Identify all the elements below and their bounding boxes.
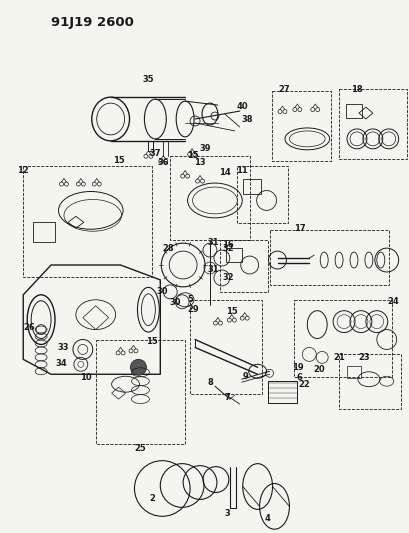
Text: 33: 33: [57, 343, 69, 352]
Text: 2: 2: [149, 494, 155, 503]
Text: 24: 24: [387, 297, 399, 306]
Text: 14: 14: [218, 168, 230, 177]
Text: 29: 29: [187, 305, 198, 314]
Text: 32: 32: [222, 273, 233, 282]
Text: 30: 30: [156, 287, 168, 296]
Text: 23: 23: [357, 353, 369, 362]
Bar: [219, 240, 267, 292]
Text: 39: 39: [199, 144, 210, 154]
Text: 3: 3: [225, 509, 230, 518]
Text: 31: 31: [207, 265, 218, 274]
Text: 10: 10: [80, 373, 91, 382]
Text: 37: 37: [149, 149, 161, 158]
Text: 11: 11: [235, 166, 247, 175]
Text: 30: 30: [169, 298, 180, 307]
Text: 9: 9: [242, 372, 248, 381]
Text: 32: 32: [222, 244, 233, 253]
Text: 8: 8: [207, 378, 212, 387]
Bar: [33, 222, 55, 242]
Text: 20: 20: [312, 365, 324, 374]
Text: 28: 28: [162, 244, 174, 253]
Bar: [190, 300, 261, 394]
Text: 12: 12: [17, 166, 29, 175]
Text: 27: 27: [278, 85, 290, 94]
Text: 6: 6: [296, 373, 301, 382]
Text: 5: 5: [187, 295, 193, 304]
Bar: [96, 340, 185, 444]
Text: 19: 19: [291, 363, 302, 372]
Text: 22: 22: [298, 379, 310, 389]
Bar: [170, 156, 249, 240]
Bar: [345, 104, 361, 118]
Text: 91J19 2600: 91J19 2600: [51, 15, 134, 29]
Text: 16: 16: [221, 240, 233, 249]
Text: 31: 31: [207, 238, 218, 247]
Bar: [242, 179, 260, 195]
Bar: [267, 381, 297, 403]
Bar: [269, 230, 388, 285]
Text: 21: 21: [333, 353, 344, 362]
Text: 15: 15: [146, 337, 158, 346]
Text: 38: 38: [241, 115, 253, 124]
Text: 18: 18: [350, 85, 362, 94]
Text: 34: 34: [55, 359, 67, 368]
Text: 4: 4: [264, 514, 270, 523]
Text: 13: 13: [194, 158, 205, 167]
Text: 35: 35: [142, 75, 154, 84]
Bar: [346, 366, 360, 378]
Bar: [236, 166, 288, 223]
Bar: [23, 166, 152, 277]
Text: 17: 17: [293, 224, 304, 233]
Text: 40: 40: [236, 102, 248, 110]
Bar: [225, 248, 241, 262]
Bar: [294, 300, 391, 377]
Bar: [338, 354, 400, 409]
Text: 15: 15: [225, 307, 237, 316]
Bar: [338, 89, 406, 159]
Text: 15: 15: [187, 151, 198, 160]
Bar: [271, 91, 330, 161]
Text: 25: 25: [134, 445, 146, 453]
Circle shape: [130, 359, 146, 375]
Text: 15: 15: [112, 156, 124, 165]
Text: 7: 7: [225, 393, 230, 401]
Text: 26: 26: [23, 323, 35, 332]
Text: 36: 36: [157, 158, 169, 167]
